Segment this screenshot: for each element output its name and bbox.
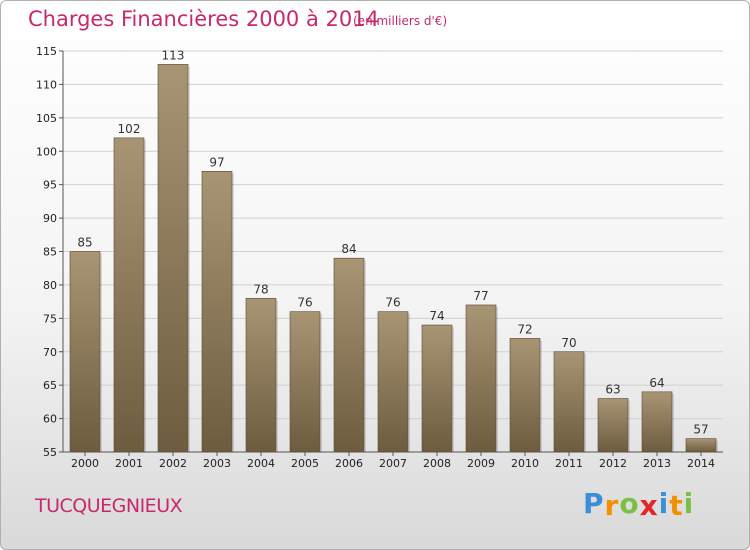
x-tick-label: 2008: [423, 457, 451, 470]
y-tick-label: 80: [43, 279, 57, 292]
x-tick-label: 2012: [599, 457, 627, 470]
bar: [69, 251, 101, 453]
bar-value-label: 70: [561, 336, 576, 350]
x-tick-label: 2007: [379, 457, 407, 470]
bar: [641, 391, 673, 453]
logo-letter: i: [683, 487, 695, 520]
x-tick-label: 2001: [115, 457, 143, 470]
logo-letter: i: [658, 487, 670, 520]
bar: [201, 171, 233, 453]
place-name: TUCQUEGNIEUX: [35, 495, 183, 517]
bar: [377, 311, 409, 453]
x-tick-label: 2014: [687, 457, 715, 470]
bar-value-label: 76: [297, 296, 312, 310]
logo-letter: P: [583, 487, 605, 520]
bar-value-label: 102: [118, 122, 141, 136]
bar-value-label: 78: [253, 282, 268, 296]
y-tick-label: 85: [43, 246, 57, 259]
bar-value-label: 63: [605, 383, 620, 397]
y-tick-label: 115: [36, 45, 57, 58]
bar-value-label: 74: [429, 309, 444, 323]
bar: [421, 324, 453, 453]
bar: [465, 304, 497, 453]
y-tick-label: 60: [43, 413, 57, 426]
y-tick-label: 70: [43, 346, 57, 359]
bar: [333, 257, 365, 453]
chart-subtitle: (en milliers d'€): [353, 14, 448, 28]
x-tick-label: 2010: [511, 457, 539, 470]
bar-value-label: 64: [649, 376, 664, 390]
bar-value-label: 85: [77, 236, 92, 250]
y-tick-label: 110: [36, 78, 57, 91]
bar: [113, 137, 145, 453]
bar: [509, 338, 541, 453]
x-tick-label: 2003: [203, 457, 231, 470]
bar-value-label: 84: [341, 242, 356, 256]
bar: [157, 64, 189, 453]
y-tick-label: 55: [43, 446, 57, 459]
logo-letter: o: [619, 487, 640, 520]
logo-letter: r: [604, 489, 620, 522]
logo-letter: x: [639, 489, 659, 522]
x-tick-label: 2009: [467, 457, 495, 470]
x-tick-label: 2004: [247, 457, 275, 470]
x-tick-label: 2006: [335, 457, 363, 470]
logo-letter: t: [669, 489, 684, 522]
bar: [245, 297, 277, 453]
y-tick-label: 105: [36, 112, 57, 125]
x-tick-label: 2005: [291, 457, 319, 470]
bar-value-label: 57: [693, 423, 708, 437]
proxiti-logo[interactable]: Proxiti: [583, 487, 695, 522]
bar-value-label: 77: [473, 289, 488, 303]
x-tick-label: 2011: [555, 457, 583, 470]
bar-value-label: 76: [385, 296, 400, 310]
bar-value-label: 72: [517, 322, 532, 336]
y-tick-label: 65: [43, 379, 57, 392]
bar: [597, 398, 629, 453]
chart-title: Charges Financières 2000 à 2014: [28, 7, 379, 31]
bar-value-label: 97: [209, 155, 224, 169]
y-tick-label: 95: [43, 179, 57, 192]
bar-value-label: 113: [162, 48, 185, 62]
x-tick-label: 2013: [643, 457, 671, 470]
y-tick-label: 75: [43, 312, 57, 325]
bar: [685, 438, 717, 453]
bar: [289, 311, 321, 453]
x-tick-label: 2000: [71, 457, 99, 470]
y-tick-label: 100: [36, 145, 57, 158]
bar: [553, 351, 585, 453]
y-tick-label: 90: [43, 212, 57, 225]
x-tick-label: 2002: [159, 457, 187, 470]
